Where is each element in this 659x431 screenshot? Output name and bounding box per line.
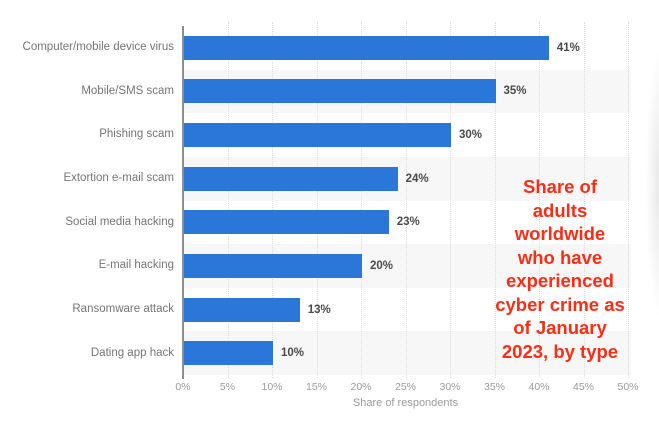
gridline bbox=[405, 22, 407, 378]
value-label: 24% bbox=[405, 172, 429, 185]
gridline bbox=[583, 22, 585, 378]
x-tick-label: 10% bbox=[261, 381, 283, 393]
gridline bbox=[628, 22, 629, 378]
gridline bbox=[450, 22, 451, 378]
value-label: 35% bbox=[503, 85, 527, 98]
x-tick-label: 40% bbox=[528, 381, 550, 393]
x-tick-label: 0% bbox=[175, 381, 191, 393]
category-label: Phishing scam bbox=[99, 128, 174, 141]
bar bbox=[184, 341, 273, 366]
value-label: 20% bbox=[370, 259, 394, 272]
gridline bbox=[539, 22, 540, 378]
value-label: 10% bbox=[281, 347, 305, 360]
category-label: Computer/mobile device virus bbox=[22, 41, 174, 54]
x-tick-label: 35% bbox=[483, 381, 505, 393]
category-label: Mobile/SMS scam bbox=[81, 84, 174, 97]
bar bbox=[184, 35, 549, 60]
value-label: 23% bbox=[396, 216, 420, 229]
x-tick-label: 15% bbox=[305, 381, 327, 393]
value-label: 41% bbox=[556, 41, 580, 54]
bar bbox=[184, 166, 398, 191]
value-label: 30% bbox=[459, 129, 483, 142]
gridline bbox=[494, 22, 496, 378]
bar bbox=[184, 79, 496, 104]
x-axis-title: Share of respondents bbox=[352, 397, 459, 409]
x-tick-label: 30% bbox=[439, 381, 461, 393]
bar bbox=[184, 123, 451, 148]
y-axis-line bbox=[182, 26, 184, 379]
category-label: Ransomware attack bbox=[72, 302, 174, 315]
bar bbox=[184, 253, 362, 278]
x-tick-label: 5% bbox=[219, 381, 236, 393]
category-label: Extortion e-mail scam bbox=[63, 172, 174, 185]
x-tick-label: 45% bbox=[572, 381, 594, 393]
chart-annotation: Share of adults worldwide who have exper… bbox=[495, 176, 625, 362]
value-label: 13% bbox=[307, 303, 331, 316]
gridline bbox=[361, 22, 362, 378]
bar bbox=[184, 210, 389, 235]
gridline bbox=[272, 22, 273, 378]
gridline bbox=[316, 22, 318, 378]
x-tick-label: 20% bbox=[350, 381, 372, 393]
category-label: Social media hacking bbox=[65, 215, 174, 228]
category-label: Dating app hack bbox=[90, 346, 174, 359]
category-label: E-mail hacking bbox=[98, 259, 174, 272]
x-tick-label: 25% bbox=[394, 381, 416, 393]
bar bbox=[184, 297, 300, 322]
x-tick-label: 50% bbox=[617, 381, 639, 393]
gridline bbox=[227, 22, 229, 378]
